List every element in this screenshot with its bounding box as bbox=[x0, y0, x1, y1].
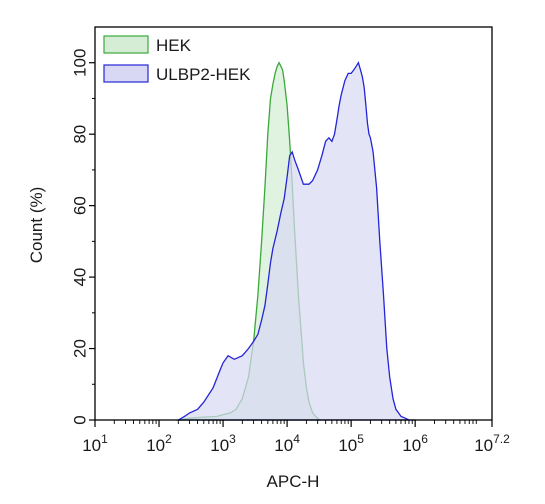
y-tick-label: 60 bbox=[70, 196, 89, 215]
y-tick-label: 20 bbox=[70, 339, 89, 358]
y-tick-label: 80 bbox=[70, 125, 89, 144]
legend-label-hek: HEK bbox=[156, 36, 192, 55]
x-tick-label: 104 bbox=[274, 432, 300, 455]
series-ulbp2-hek-area bbox=[175, 61, 416, 421]
legend-swatch-hek bbox=[103, 35, 149, 54]
y-tick-label: 100 bbox=[70, 49, 89, 77]
x-tick-label: 103 bbox=[210, 432, 236, 455]
x-tick-label: 102 bbox=[146, 432, 172, 455]
x-tick-label: 101 bbox=[82, 432, 108, 455]
series-layer bbox=[175, 61, 416, 421]
x-tick-label: 107.2 bbox=[474, 432, 510, 455]
y-tick-label: 0 bbox=[70, 415, 89, 424]
y-tick-label: 40 bbox=[70, 268, 89, 287]
legend-swatch-ulbp2-hek bbox=[103, 64, 149, 83]
y-axis-title: Count (%) bbox=[27, 187, 46, 264]
legend: HEK ULBP2-HEK bbox=[103, 35, 251, 84]
legend-label-ulbp2-hek: ULBP2-HEK bbox=[156, 65, 251, 84]
x-tick-label: 105 bbox=[338, 432, 364, 455]
x-axis-title: APC-H bbox=[267, 472, 320, 491]
x-tick-label: 106 bbox=[402, 432, 428, 455]
plot-frame bbox=[94, 26, 493, 421]
axis-layer: 0 20 40 60 80 100 101 102 103 104 105 106 107.2 bbox=[70, 49, 510, 455]
